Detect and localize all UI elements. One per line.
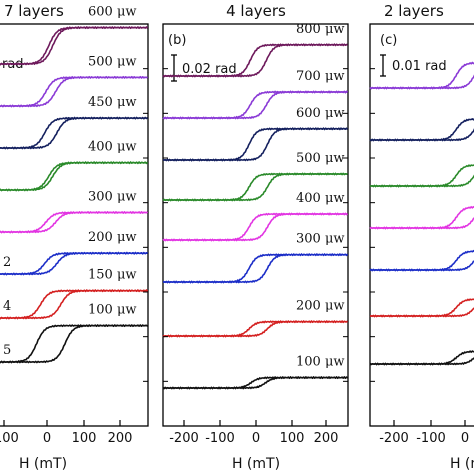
hysteresis-curve bbox=[369, 117, 474, 142]
scale-factor-label: × 5 bbox=[0, 343, 11, 358]
hysteresis-curve bbox=[0, 26, 149, 66]
hysteresis-curve bbox=[369, 350, 474, 366]
hysteresis-curve bbox=[0, 116, 148, 150]
panel-a-ticks bbox=[3, 23, 148, 427]
panel-b-tick-label: 100 bbox=[280, 431, 305, 446]
panel-b-ticks bbox=[163, 23, 348, 427]
hysteresis-curve bbox=[369, 249, 474, 272]
hysteresis-curve bbox=[369, 61, 474, 90]
hysteresis-curve bbox=[162, 127, 349, 162]
panel-c-tick-label: -200 bbox=[379, 431, 409, 446]
panel-b: 4 layers (b) 0.02 rad 800 μw 700 μw 600 μw… bbox=[162, 2, 349, 472]
series-label: 200 μw bbox=[88, 230, 137, 245]
scale-factor-label: × 2 bbox=[0, 255, 11, 270]
scale-factor-label: × 4 bbox=[0, 299, 11, 314]
series-label: 300 μw bbox=[88, 190, 137, 205]
panel-a-x-axis-label: H (mT) bbox=[19, 456, 67, 472]
series-label: 200 μw bbox=[296, 299, 345, 314]
panel-b-tick-label: 200 bbox=[314, 431, 339, 446]
hysteresis-curve bbox=[162, 90, 349, 120]
series-label: 500 μw bbox=[88, 54, 137, 69]
series-label: 100 μw bbox=[88, 303, 137, 318]
series-label: 400 μw bbox=[296, 191, 345, 206]
hysteresis-curve bbox=[162, 253, 349, 284]
panel-c-curves bbox=[369, 61, 474, 366]
series-label: 150 μw bbox=[88, 268, 137, 283]
series-label: 300 μw bbox=[296, 232, 345, 247]
hysteresis-curve bbox=[369, 164, 474, 188]
panel-c-scale-label: 0.01 rad bbox=[392, 59, 447, 74]
hysteresis-curve bbox=[0, 289, 149, 320]
panel-a-title: 7 layers bbox=[4, 2, 64, 20]
panel-b-tick-label: 0 bbox=[252, 431, 260, 446]
hysteresis-curve bbox=[162, 320, 348, 338]
series-label: 600 μw bbox=[88, 5, 137, 20]
panel-c-ticks bbox=[370, 23, 466, 427]
panel-c-title: 2 layers bbox=[384, 2, 444, 20]
hysteresis-curve bbox=[0, 75, 148, 108]
panel-b-label: (b) bbox=[168, 33, 186, 48]
series-label: 500 μw bbox=[296, 151, 345, 166]
panel-b-tick-label: -200 bbox=[169, 431, 199, 446]
panel-a-curves bbox=[0, 26, 149, 364]
hysteresis-curve bbox=[0, 161, 149, 192]
panel-a-tick-label: 100 bbox=[72, 431, 97, 446]
hysteresis-curve bbox=[0, 251, 148, 276]
panel-c: 2 layers (c) 0.01 rad -200 -100 0 H (mT) bbox=[369, 2, 474, 472]
panel-a-series-labels: 600 μw 500 μw 450 μw 400 μw 300 μw 200 μw × 2 1… bbox=[0, 5, 137, 358]
hysteresis-curve bbox=[0, 210, 148, 234]
panel-c-tick-label: -100 bbox=[416, 431, 446, 446]
hysteresis-curve bbox=[369, 205, 474, 230]
panel-b-title: 4 layers bbox=[226, 2, 286, 20]
panel-a-tick-label: -100 bbox=[0, 431, 19, 446]
panel-c-frame bbox=[369, 23, 474, 427]
panel-b-series-labels: 800 μw 700 μw 600 μw 500 μw 400 μw 300 μw 200 … bbox=[296, 22, 345, 370]
hysteresis-curve bbox=[162, 43, 348, 78]
series-label: 450 μw bbox=[88, 95, 137, 110]
series-label: 700 μw bbox=[296, 69, 345, 84]
series-label: 600 μw bbox=[296, 106, 345, 121]
panel-c-x-axis-label: H (mT) bbox=[450, 456, 474, 472]
hysteresis-curve bbox=[162, 376, 348, 390]
series-label: 400 μw bbox=[88, 140, 137, 155]
hysteresis-curve bbox=[162, 212, 349, 242]
panel-c-tick-label: 0 bbox=[461, 431, 469, 446]
panel-b-tick-label: -100 bbox=[205, 431, 235, 446]
hysteresis-curve bbox=[162, 172, 348, 202]
series-label: 800 μw bbox=[296, 22, 345, 37]
panel-a-tick-label: 200 bbox=[108, 431, 133, 446]
panel-b-scale-label: 0.02 rad bbox=[182, 62, 237, 77]
panel-a-tick-label: 0 bbox=[43, 431, 51, 446]
panel-b-x-axis-label: H (mT) bbox=[232, 456, 280, 472]
series-label: 100 μw bbox=[296, 355, 345, 370]
panel-b-curves bbox=[162, 43, 349, 390]
hysteresis-curve bbox=[0, 324, 148, 364]
hysteresis-curve bbox=[369, 298, 474, 318]
panel-c-label: (c) bbox=[380, 33, 397, 48]
panel-a-frame bbox=[0, 23, 149, 427]
